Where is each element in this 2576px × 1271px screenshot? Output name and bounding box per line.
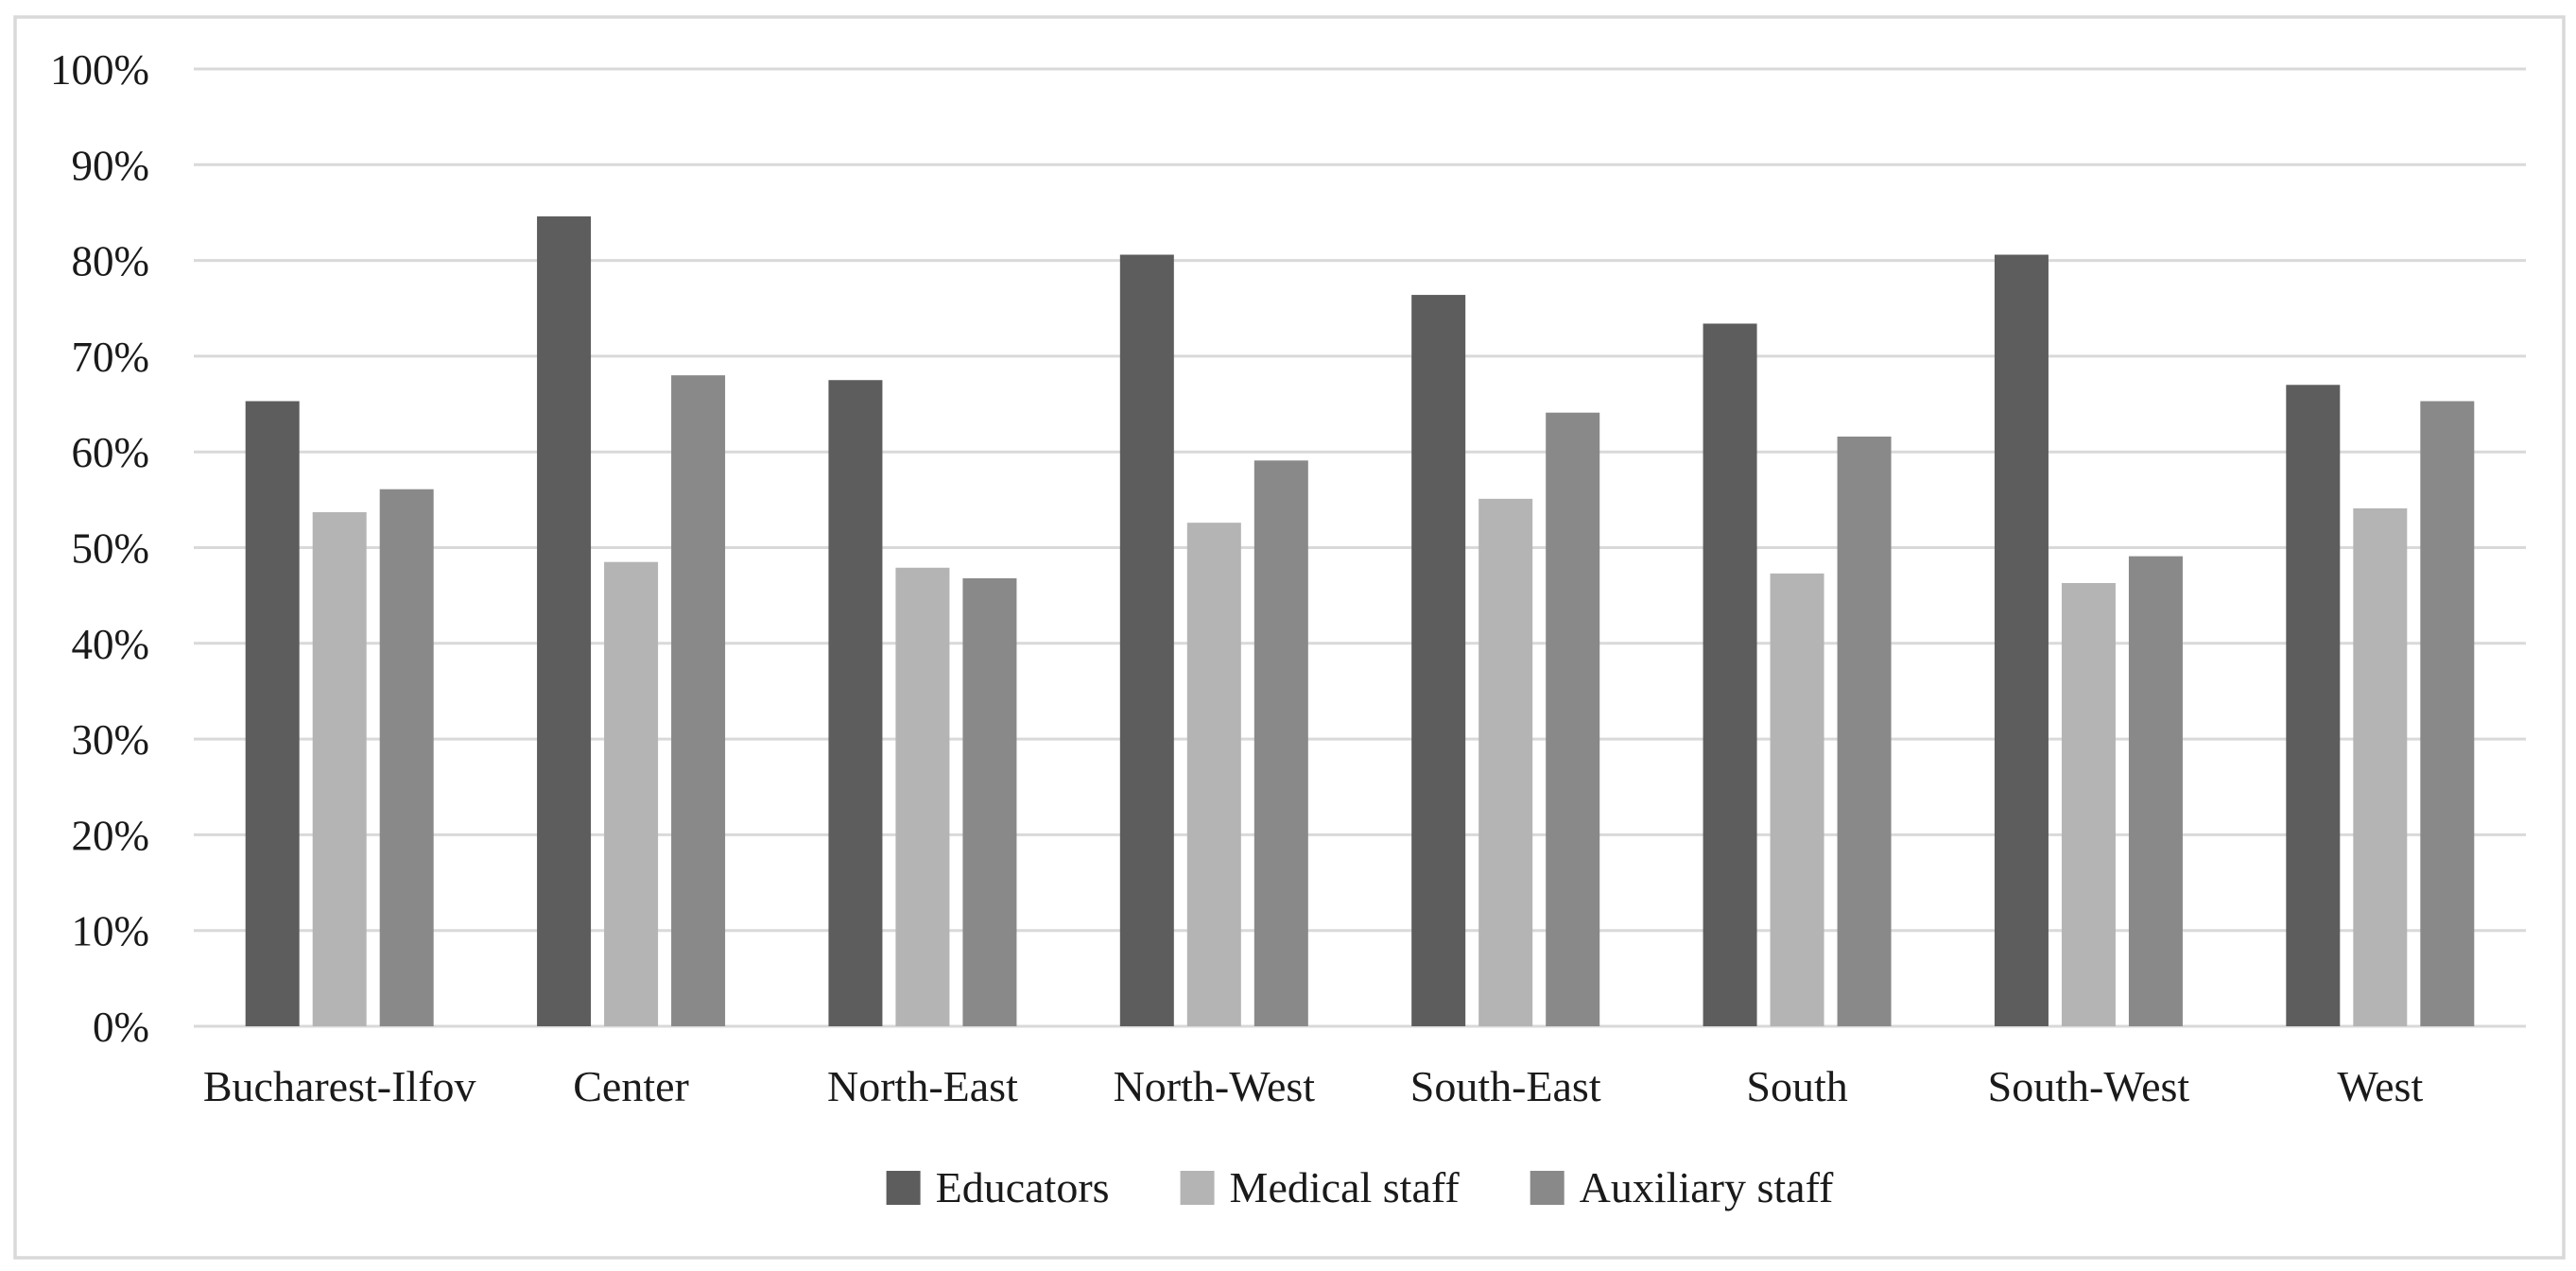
y-tick-label-70pct: 70% [72, 334, 150, 381]
bar-auxiliary-staff-center [671, 375, 726, 1026]
bar-auxiliary-staff-south [1837, 436, 1892, 1026]
legend: Educators Medical staff Auxiliary staff [886, 1163, 1834, 1211]
y-tick-label-90pct: 90% [72, 142, 150, 189]
legend-swatch-medical-staff [1180, 1171, 1215, 1205]
bar-auxiliary-staff-south-east [1546, 412, 1600, 1026]
bar-medical-staff-north-east [895, 567, 950, 1026]
legend-swatch-auxiliary-staff [1530, 1171, 1565, 1205]
bar-medical-staff-north-west [1186, 523, 1241, 1026]
y-tick-label-80pct: 80% [72, 238, 150, 285]
y-tick-label-30pct: 30% [72, 716, 150, 764]
chart-frame-border [13, 15, 2566, 1260]
legend-swatch-educators [886, 1171, 921, 1205]
bar-educators-bucharest-ilfov [245, 401, 300, 1026]
x-category-label-north-east: North-East [827, 1062, 1018, 1110]
bar-auxiliary-staff-south-west [2128, 556, 2183, 1026]
x-category-label-south-east: South-East [1410, 1062, 1601, 1110]
bar-medical-staff-south [1770, 573, 1824, 1026]
bar-educators-south-west [1994, 254, 2049, 1027]
bar-auxiliary-staff-north-east [962, 577, 1017, 1026]
legend-label-educators: Educators [936, 1163, 1110, 1211]
bar-auxiliary-staff-west [2420, 401, 2475, 1026]
bar-educators-west [2286, 385, 2341, 1026]
y-tick-label-100pct: 100% [50, 46, 149, 94]
bar-auxiliary-staff-north-west [1253, 460, 1308, 1026]
bar-educators-north-east [828, 380, 883, 1027]
bar-medical-staff-west [2353, 507, 2408, 1026]
bar-auxiliary-staff-bucharest-ilfov [379, 489, 434, 1026]
y-tick-label-10pct: 10% [72, 908, 150, 955]
x-category-label-bucharest-ilfov: Bucharest-Ilfov [203, 1062, 476, 1110]
x-category-label-north-west: North-West [1114, 1062, 1316, 1110]
bar-medical-staff-center [604, 561, 659, 1026]
y-tick-label-20pct: 20% [72, 812, 150, 859]
bar-educators-center [537, 216, 592, 1026]
bar-medical-staff-south-west [2061, 582, 2116, 1026]
y-tick-label-60pct: 60% [72, 429, 150, 476]
bar-educators-south [1703, 323, 1757, 1026]
bar-medical-staff-bucharest-ilfov [312, 512, 367, 1026]
x-category-label-west: West [2337, 1062, 2423, 1110]
y-tick-label-0pct: 0% [93, 1004, 149, 1051]
bar-educators-north-west [1119, 254, 1174, 1027]
legend-label-auxiliary-staff: Auxiliary staff [1580, 1163, 1834, 1211]
x-category-label-south: South [1746, 1062, 1847, 1110]
legend-label-medical-staff: Medical staff [1230, 1163, 1461, 1211]
y-tick-label-40pct: 40% [72, 621, 150, 668]
bar-educators-south-east [1411, 295, 1466, 1026]
x-category-label-south-west: South-West [1988, 1062, 2190, 1110]
x-category-label-center: Center [573, 1062, 689, 1110]
y-tick-label-50pct: 50% [72, 525, 150, 573]
bar-medical-staff-south-east [1478, 498, 1533, 1026]
